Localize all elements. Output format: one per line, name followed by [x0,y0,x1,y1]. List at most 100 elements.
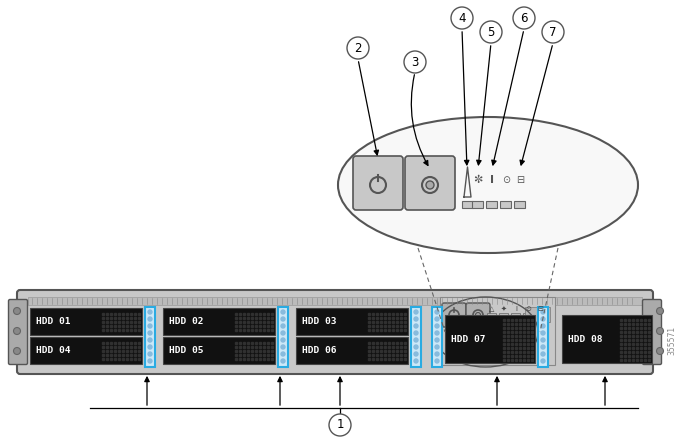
Circle shape [541,338,545,342]
Bar [396,342,398,344]
Bar [527,343,529,345]
Bar [239,354,241,356]
Bar [134,317,136,319]
Bar [235,350,237,352]
Bar [388,350,390,352]
Bar [126,313,128,315]
Bar [507,359,509,361]
Bar [368,329,370,331]
Bar [102,346,104,348]
Bar [636,323,638,325]
FancyBboxPatch shape [511,313,520,319]
Circle shape [281,310,285,314]
Bar [523,327,525,329]
Bar [243,329,245,331]
Circle shape [541,331,545,335]
Bar [511,331,513,333]
Bar [267,313,269,315]
FancyBboxPatch shape [296,308,408,335]
Bar [267,358,269,360]
Bar [628,355,630,357]
Bar [106,317,108,319]
FancyBboxPatch shape [411,307,421,367]
Bar [404,321,406,323]
Bar [255,321,257,323]
Bar [267,321,269,323]
Bar [251,313,253,315]
Circle shape [148,338,152,342]
Bar [376,317,378,319]
Bar [134,329,136,331]
FancyBboxPatch shape [500,201,511,208]
Bar [503,347,505,349]
Bar [511,343,513,345]
Bar [640,359,642,361]
Circle shape [541,352,545,356]
Bar [122,317,124,319]
Bar [384,321,386,323]
Bar [396,329,398,331]
Bar [376,329,378,331]
Bar [400,321,402,323]
Bar [243,358,245,360]
Bar [380,313,382,315]
Bar [632,359,634,361]
Bar [640,323,642,325]
Bar [644,339,646,341]
FancyBboxPatch shape [643,300,662,365]
Bar [106,325,108,327]
Bar [515,331,517,333]
Bar [503,323,505,325]
Circle shape [435,359,439,363]
Bar [628,359,630,361]
Bar [400,342,402,344]
Bar [239,325,241,327]
Bar [271,346,273,348]
Bar [511,355,513,357]
Bar [624,319,626,321]
FancyBboxPatch shape [445,315,535,363]
Bar [122,325,124,327]
Bar [372,354,374,356]
Bar [636,335,638,337]
Circle shape [414,324,418,328]
Bar [519,323,521,325]
Bar [519,343,521,345]
Circle shape [148,352,152,356]
Bar [114,354,116,356]
Circle shape [281,359,285,363]
Bar [263,342,265,344]
Bar [632,331,634,333]
Circle shape [414,352,418,356]
Bar [106,346,108,348]
Bar [644,347,646,349]
Bar [507,351,509,353]
Bar [263,346,265,348]
Bar [628,351,630,353]
Bar [519,347,521,349]
Bar [235,342,237,344]
Bar [644,351,646,353]
Bar [636,327,638,329]
Bar [259,325,261,327]
Bar [126,354,128,356]
Bar [392,325,394,327]
Bar [523,323,525,325]
Bar [126,342,128,344]
Text: HDD 04: HDD 04 [36,346,71,355]
Bar [620,347,622,349]
Bar [235,358,237,360]
Bar [368,313,370,315]
Bar [396,317,398,319]
Circle shape [281,338,285,342]
Bar [396,358,398,360]
Circle shape [541,310,545,314]
Bar [400,350,402,352]
Bar [102,354,104,356]
Bar [376,325,378,327]
Bar [384,313,386,315]
Bar [271,313,273,315]
Bar [527,327,529,329]
FancyBboxPatch shape [514,201,525,208]
Bar [247,346,249,348]
